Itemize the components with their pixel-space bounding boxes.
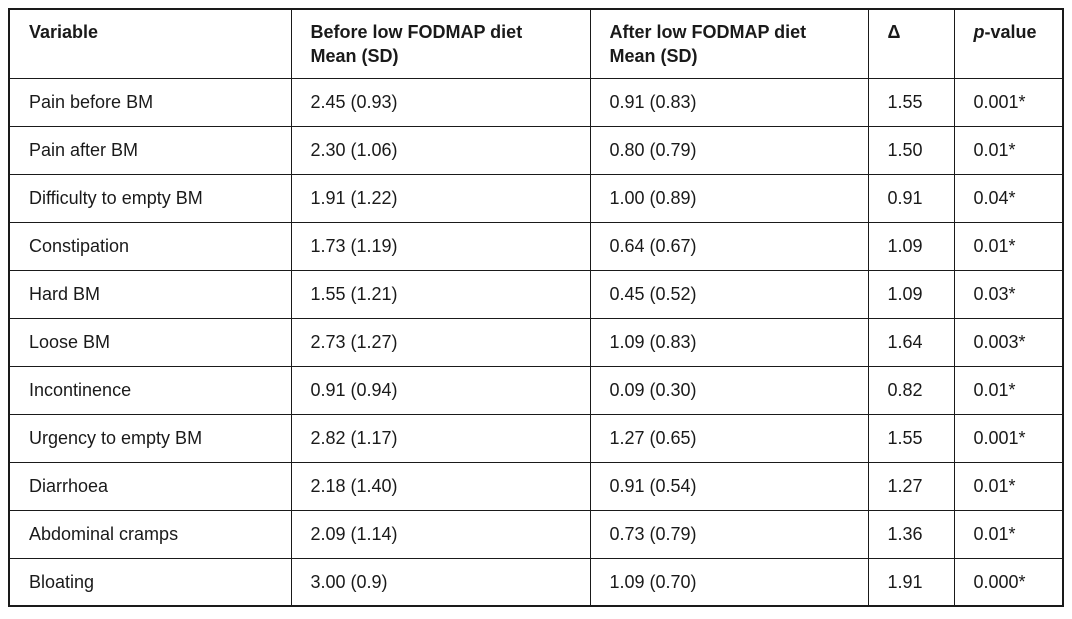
- pvalue-cell: 0.03*: [953, 269, 1064, 319]
- after-cell: 0.91 (0.83): [589, 77, 869, 127]
- table-row: Constipation 1.73 (1.19) 0.64 (0.67) 1.0…: [8, 221, 1064, 271]
- col-header-after: After low FODMAP diet Mean (SD): [589, 8, 869, 79]
- before-cell: 2.73 (1.27): [290, 317, 591, 367]
- variable-cell: Constipation: [8, 221, 292, 271]
- after-cell: 1.09 (0.83): [589, 317, 869, 367]
- delta-cell: 1.91: [867, 557, 955, 607]
- col-header-variable: Variable: [8, 8, 292, 79]
- before-cell: 2.82 (1.17): [290, 413, 591, 463]
- variable-cell: Diarrhoea: [8, 461, 292, 511]
- pvalue-cell: 0.04*: [953, 173, 1064, 223]
- table-row: Incontinence 0.91 (0.94) 0.09 (0.30) 0.8…: [8, 365, 1064, 415]
- after-cell: 0.09 (0.30): [589, 365, 869, 415]
- col-header-after-line1: After low FODMAP diet: [609, 22, 807, 42]
- table-row: Hard BM 1.55 (1.21) 0.45 (0.52) 1.09 0.0…: [8, 269, 1064, 319]
- table-row: Loose BM 2.73 (1.27) 1.09 (0.83) 1.64 0.…: [8, 317, 1064, 367]
- table-body: Pain before BM 2.45 (0.93) 0.91 (0.83) 1…: [8, 77, 1064, 607]
- variable-cell: Difficulty to empty BM: [8, 173, 292, 223]
- variable-cell: Pain before BM: [8, 77, 292, 127]
- pvalue-cell: 0.001*: [953, 413, 1064, 463]
- before-cell: 1.73 (1.19): [290, 221, 591, 271]
- col-header-before-line2: Mean (SD): [310, 45, 399, 66]
- variable-cell: Hard BM: [8, 269, 292, 319]
- table-row: Pain before BM 2.45 (0.93) 0.91 (0.83) 1…: [8, 77, 1064, 127]
- pvalue-cell: 0.001*: [953, 77, 1064, 127]
- delta-cell: 1.36: [867, 509, 955, 559]
- variable-cell: Incontinence: [8, 365, 292, 415]
- col-header-before: Before low FODMAP diet Mean (SD): [290, 8, 591, 79]
- variable-cell: Loose BM: [8, 317, 292, 367]
- table-row: Urgency to empty BM 2.82 (1.17) 1.27 (0.…: [8, 413, 1064, 463]
- before-cell: 2.09 (1.14): [290, 509, 591, 559]
- before-cell: 3.00 (0.9): [290, 557, 591, 607]
- delta-cell: 0.82: [867, 365, 955, 415]
- table-row: Abdominal cramps 2.09 (1.14) 0.73 (0.79)…: [8, 509, 1064, 559]
- pvalue-cell: 0.003*: [953, 317, 1064, 367]
- col-header-pvalue: p-value: [953, 8, 1064, 79]
- col-header-pvalue-rest: -value: [984, 22, 1037, 42]
- pvalue-cell: 0.000*: [953, 557, 1064, 607]
- col-header-before-line1: Before low FODMAP diet: [310, 22, 523, 42]
- table-row: Difficulty to empty BM 1.91 (1.22) 1.00 …: [8, 173, 1064, 223]
- delta-cell: 1.55: [867, 413, 955, 463]
- after-cell: 1.27 (0.65): [589, 413, 869, 463]
- variable-cell: Bloating: [8, 557, 292, 607]
- pvalue-cell: 0.01*: [953, 365, 1064, 415]
- pvalue-cell: 0.01*: [953, 125, 1064, 175]
- before-cell: 0.91 (0.94): [290, 365, 591, 415]
- results-table: Variable Before low FODMAP diet Mean (SD…: [8, 8, 1064, 607]
- col-header-delta: Δ: [867, 8, 955, 79]
- pvalue-cell: 0.01*: [953, 509, 1064, 559]
- after-cell: 0.64 (0.67): [589, 221, 869, 271]
- delta-cell: 1.55: [867, 77, 955, 127]
- before-cell: 2.30 (1.06): [290, 125, 591, 175]
- table-row: Diarrhoea 2.18 (1.40) 0.91 (0.54) 1.27 0…: [8, 461, 1064, 511]
- before-cell: 1.91 (1.22): [290, 173, 591, 223]
- pvalue-cell: 0.01*: [953, 461, 1064, 511]
- after-cell: 1.09 (0.70): [589, 557, 869, 607]
- after-cell: 1.00 (0.89): [589, 173, 869, 223]
- delta-cell: 1.50: [867, 125, 955, 175]
- after-cell: 0.73 (0.79): [589, 509, 869, 559]
- before-cell: 2.45 (0.93): [290, 77, 591, 127]
- after-cell: 0.91 (0.54): [589, 461, 869, 511]
- delta-cell: 0.91: [867, 173, 955, 223]
- table-row: Pain after BM 2.30 (1.06) 0.80 (0.79) 1.…: [8, 125, 1064, 175]
- after-cell: 0.45 (0.52): [589, 269, 869, 319]
- before-cell: 1.55 (1.21): [290, 269, 591, 319]
- delta-cell: 1.64: [867, 317, 955, 367]
- after-cell: 0.80 (0.79): [589, 125, 869, 175]
- before-cell: 2.18 (1.40): [290, 461, 591, 511]
- pvalue-cell: 0.01*: [953, 221, 1064, 271]
- variable-cell: Abdominal cramps: [8, 509, 292, 559]
- variable-cell: Pain after BM: [8, 125, 292, 175]
- col-header-after-line2: Mean (SD): [609, 45, 698, 66]
- col-header-pvalue-p: p: [973, 22, 985, 42]
- table-row: Bloating 3.00 (0.9) 1.09 (0.70) 1.91 0.0…: [8, 557, 1064, 607]
- delta-cell: 1.09: [867, 269, 955, 319]
- variable-cell: Urgency to empty BM: [8, 413, 292, 463]
- delta-cell: 1.27: [867, 461, 955, 511]
- delta-cell: 1.09: [867, 221, 955, 271]
- table-header-row: Variable Before low FODMAP diet Mean (SD…: [8, 8, 1064, 79]
